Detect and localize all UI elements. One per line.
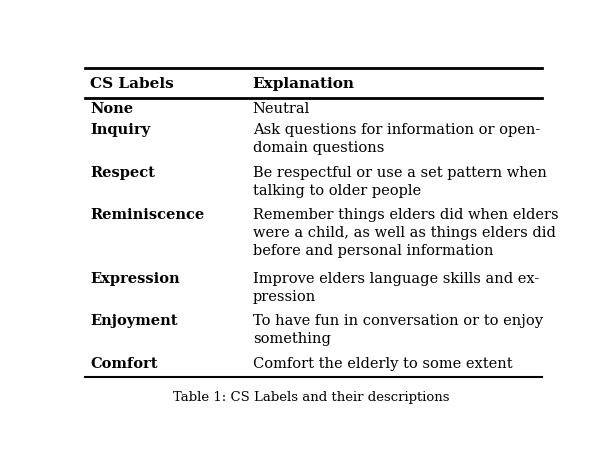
Text: Inquiry: Inquiry	[90, 123, 150, 137]
Text: CS Labels: CS Labels	[90, 76, 174, 91]
Text: Enjoyment: Enjoyment	[90, 313, 178, 328]
Text: Expression: Expression	[90, 271, 180, 285]
Text: Comfort: Comfort	[90, 356, 157, 370]
Text: To have fun in conversation or to enjoy
something: To have fun in conversation or to enjoy …	[253, 313, 543, 345]
Text: Explanation: Explanation	[253, 76, 354, 91]
Text: Table 1: CS Labels and their descriptions: Table 1: CS Labels and their description…	[173, 389, 450, 403]
Text: Ask questions for information or open-
domain questions: Ask questions for information or open- d…	[253, 123, 540, 155]
Text: Improve elders language skills and ex-
pression: Improve elders language skills and ex- p…	[253, 271, 539, 303]
Text: Reminiscence: Reminiscence	[90, 207, 204, 222]
Text: None: None	[90, 102, 133, 116]
Text: Be respectful or use a set pattern when
talking to older people: Be respectful or use a set pattern when …	[253, 165, 547, 197]
Text: Comfort the elderly to some extent: Comfort the elderly to some extent	[253, 356, 513, 370]
Text: Remember things elders did when elders
were a child, as well as things elders di: Remember things elders did when elders w…	[253, 207, 558, 257]
Text: Respect: Respect	[90, 165, 155, 179]
Text: Neutral: Neutral	[253, 102, 310, 116]
